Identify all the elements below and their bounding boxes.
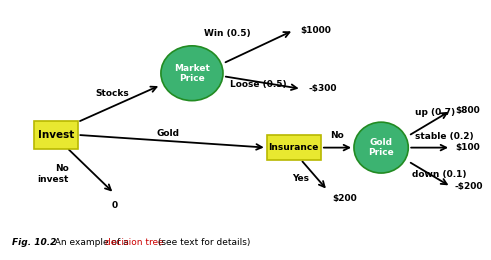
Text: decision tree: decision tree [105, 238, 164, 247]
Text: down (0.1): down (0.1) [412, 170, 466, 179]
Text: Loose (0.5): Loose (0.5) [230, 80, 286, 89]
Text: Market
Price: Market Price [174, 63, 210, 83]
Text: No
invest: No invest [37, 164, 69, 184]
Text: $100: $100 [455, 143, 480, 152]
Text: 0: 0 [111, 201, 117, 210]
Text: stable (0.2): stable (0.2) [415, 132, 474, 141]
Text: -$200: -$200 [455, 182, 483, 191]
Text: Stocks: Stocks [96, 89, 129, 98]
Text: An example of a: An example of a [49, 238, 132, 247]
Text: No: No [330, 131, 344, 140]
Text: $800: $800 [455, 106, 480, 115]
Text: (see text for details): (see text for details) [155, 238, 250, 247]
Text: Fig. 10.2: Fig. 10.2 [12, 238, 57, 247]
Text: Yes: Yes [292, 174, 309, 184]
Ellipse shape [354, 122, 409, 173]
FancyBboxPatch shape [267, 135, 321, 160]
Text: -$300: -$300 [308, 84, 337, 93]
FancyBboxPatch shape [34, 121, 78, 149]
Text: Gold
Price: Gold Price [368, 138, 394, 157]
Text: Win (0.5): Win (0.5) [204, 29, 251, 38]
Ellipse shape [161, 46, 223, 101]
Text: Gold: Gold [156, 129, 179, 138]
Text: Insurance: Insurance [269, 143, 319, 152]
Text: Invest: Invest [38, 130, 74, 140]
Text: $1000: $1000 [300, 26, 331, 35]
Text: $200: $200 [332, 194, 357, 203]
Text: up (0.7): up (0.7) [415, 108, 455, 117]
